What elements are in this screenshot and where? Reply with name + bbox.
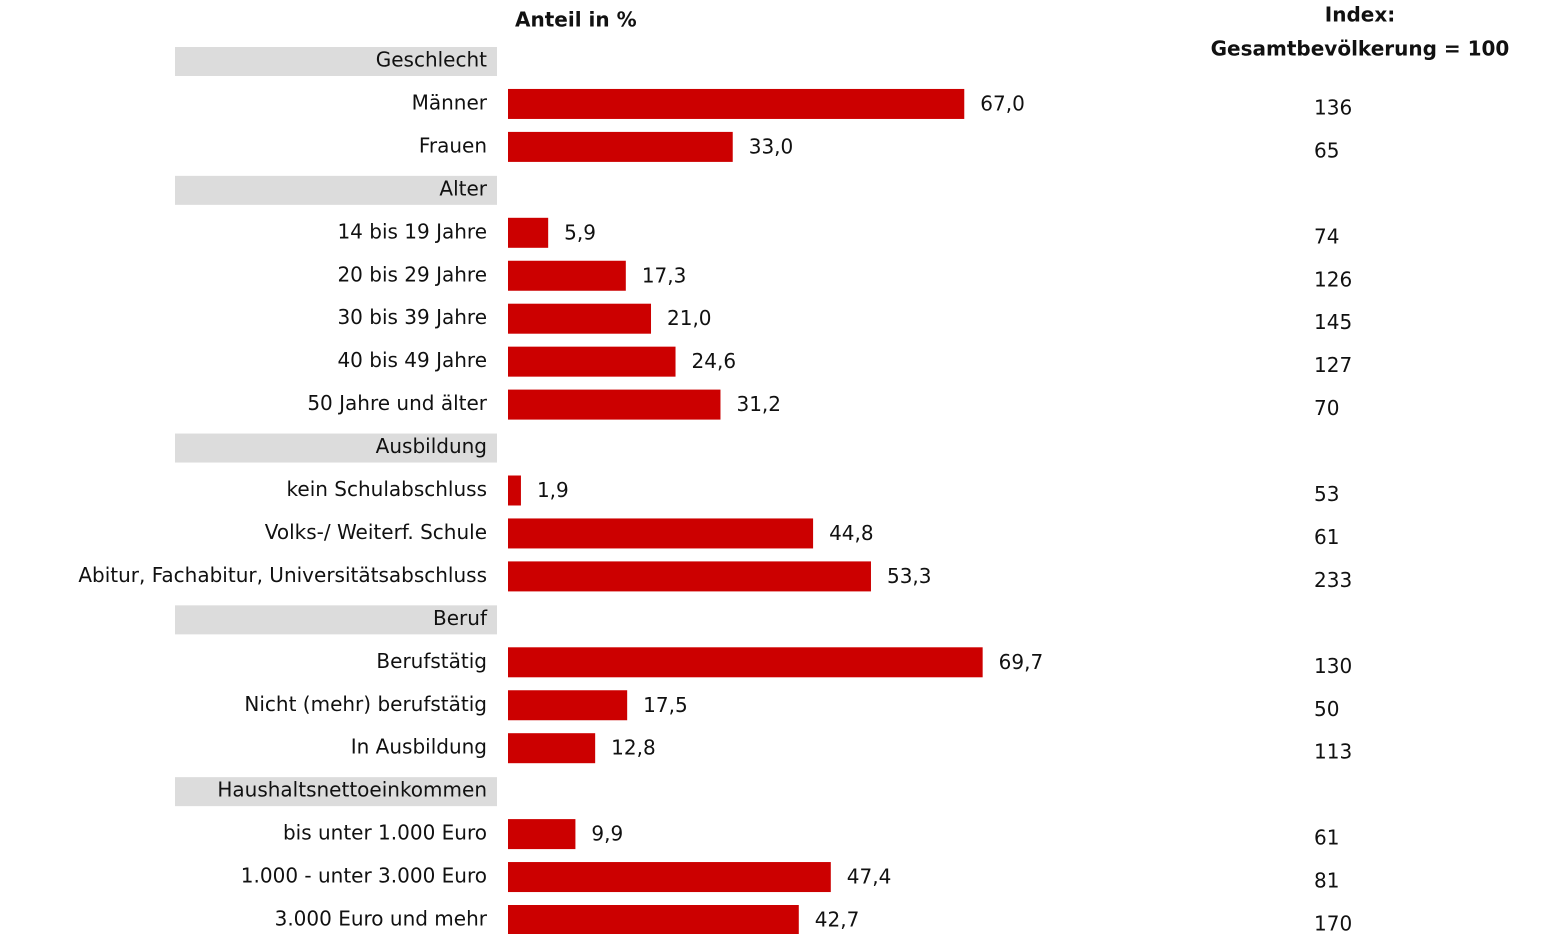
category-label: 30 bis 39 Jahre [337, 305, 487, 329]
category-label: 20 bis 29 Jahre [337, 262, 487, 286]
category-label: kein Schulabschluss [287, 477, 487, 501]
category-label: Nicht (mehr) berufstätig [244, 692, 487, 716]
value-label: 21,0 [667, 306, 712, 330]
bar [508, 690, 628, 721]
bar [508, 217, 549, 248]
index-value: 170 [1314, 912, 1352, 934]
index-value: 145 [1314, 310, 1352, 334]
group-header-bg [175, 777, 497, 807]
value-label: 31,2 [736, 392, 781, 416]
category-label: Frauen [419, 133, 487, 157]
bar [508, 647, 983, 678]
index-value: 61 [1314, 826, 1339, 850]
index-value: 53 [1314, 482, 1339, 506]
value-label: 33,0 [749, 134, 794, 158]
index-value: 81 [1314, 869, 1339, 893]
value-label: 1,9 [537, 478, 569, 502]
index-value: 126 [1314, 267, 1352, 291]
value-label: 69,7 [999, 650, 1044, 674]
bar [508, 475, 521, 506]
bar [508, 346, 676, 377]
index-value: 113 [1314, 740, 1352, 764]
bar [508, 303, 652, 334]
group-header: Alter [439, 176, 487, 200]
bar [508, 862, 831, 893]
category-label: Berufstätig [376, 649, 487, 673]
index-value: 130 [1314, 654, 1352, 678]
value-label: 67,0 [980, 91, 1025, 115]
category-label: 40 bis 49 Jahre [337, 348, 487, 372]
category-label: In Ausbildung [351, 735, 487, 759]
chart-title: Anteil in % [515, 8, 637, 32]
category-label: bis unter 1.000 Euro [283, 821, 487, 845]
bar [508, 819, 576, 850]
group-header-bg [175, 175, 497, 205]
value-label: 5,9 [564, 220, 596, 244]
group-header-bg [175, 605, 497, 635]
index-value: 61 [1314, 525, 1339, 549]
value-label: 9,9 [591, 822, 623, 846]
value-label: 44,8 [829, 521, 874, 545]
index-value: 74 [1314, 224, 1339, 248]
category-label: Volks-/ Weiterf. Schule [265, 520, 487, 544]
category-label: 1.000 - unter 3.000 Euro [241, 864, 487, 888]
bar [508, 260, 626, 291]
bar [508, 131, 733, 162]
group-header: Beruf [433, 606, 488, 630]
category-label: Abitur, Fachabitur, Universitätsabschlus… [78, 563, 487, 587]
index-value: 136 [1314, 95, 1352, 119]
bar [508, 389, 721, 420]
group-header: Geschlecht [376, 48, 487, 72]
value-label: 42,7 [815, 908, 860, 932]
index-value: 233 [1314, 568, 1352, 592]
index-title: Index: [1325, 3, 1395, 27]
value-label: 24,6 [692, 349, 737, 373]
category-label: 50 Jahre und älter [307, 391, 487, 415]
index-title: Gesamtbevölkerung = 100 [1211, 37, 1510, 61]
value-label: 47,4 [847, 865, 892, 889]
value-label: 53,3 [887, 564, 932, 588]
bar [508, 733, 596, 764]
category-label: 14 bis 19 Jahre [337, 219, 487, 243]
value-label: 12,8 [611, 736, 656, 760]
index-value: 127 [1314, 353, 1352, 377]
group-header: Ausbildung [376, 434, 487, 458]
index-value: 65 [1314, 138, 1339, 162]
bar [508, 518, 814, 549]
bar [508, 88, 965, 119]
value-label: 17,5 [643, 693, 688, 717]
value-label: 17,3 [642, 263, 687, 287]
category-label: Männer [412, 90, 488, 114]
bar [508, 561, 871, 592]
bar [508, 905, 799, 934]
group-header-bg [175, 433, 497, 463]
index-value: 70 [1314, 396, 1339, 420]
category-label: 3.000 Euro und mehr [275, 907, 488, 931]
group-header-bg [175, 47, 497, 76]
index-value: 50 [1314, 697, 1339, 721]
group-header: Haushaltsnettoeinkommen [217, 778, 487, 802]
